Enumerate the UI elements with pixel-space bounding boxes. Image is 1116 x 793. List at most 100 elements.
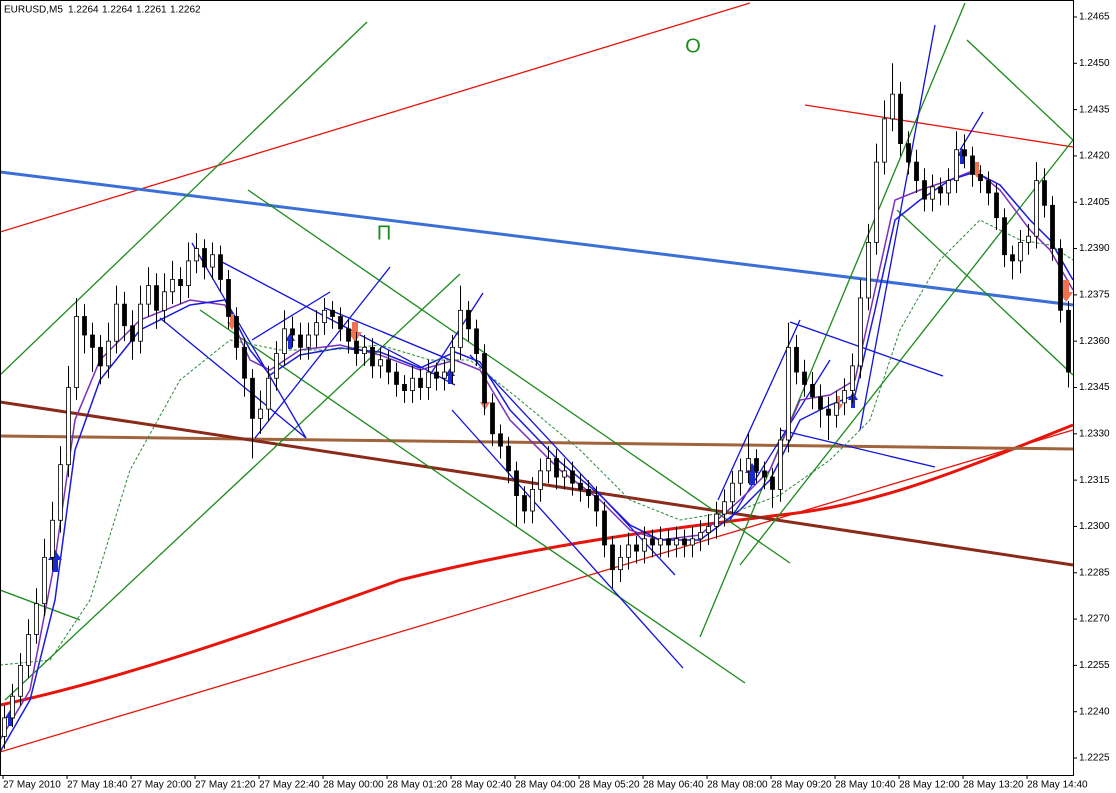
candle-body <box>954 149 959 182</box>
candle-body <box>850 365 855 391</box>
candle-body <box>370 346 375 367</box>
trend-line <box>0 2 751 233</box>
y-tick-label: 1.2405 <box>1079 197 1110 208</box>
candle-body <box>514 470 519 496</box>
trend-line <box>0 429 1074 753</box>
candle-body <box>666 538 671 546</box>
candle-body <box>474 328 479 354</box>
candle-body <box>1018 241 1023 262</box>
candle-body <box>922 180 927 200</box>
candle-body <box>146 285 151 305</box>
candle-body <box>890 93 895 120</box>
annotation: П <box>377 222 391 244</box>
x-tick-label: 28 May 13:20 <box>963 780 1024 791</box>
candle-body <box>442 371 447 379</box>
candle-body <box>738 470 743 484</box>
candle-body <box>690 538 695 546</box>
candle-body <box>818 396 823 410</box>
drawings <box>0 2 1074 753</box>
candle-body <box>282 328 287 354</box>
candle-body <box>794 346 799 373</box>
candle-body <box>346 328 351 342</box>
candle-body <box>290 328 295 336</box>
candle-body <box>98 346 103 367</box>
candle-body <box>66 387 71 466</box>
y-tick-label: 1.2300 <box>1079 521 1110 532</box>
candle-body <box>602 510 607 546</box>
candle-body <box>762 470 767 478</box>
candle-body <box>106 340 111 367</box>
candle-body <box>1066 309 1071 373</box>
x-tick-label: 28 May 04:00 <box>515 780 576 791</box>
candle-body <box>714 513 719 527</box>
y-tick-label: 1.2225 <box>1079 753 1110 764</box>
ohlc-value: 1.2262 <box>170 5 201 16</box>
candle-body <box>378 359 383 367</box>
candle-body <box>410 377 415 391</box>
candle-body <box>482 353 487 404</box>
candle-body <box>274 353 279 379</box>
candle-body <box>970 155 975 175</box>
candle-body <box>434 371 439 379</box>
y-tick-label: 1.2435 <box>1079 104 1110 115</box>
candle-body <box>682 538 687 546</box>
trend-line <box>0 170 1074 307</box>
candle-body <box>946 180 951 194</box>
candle-body <box>202 248 207 268</box>
candle-body <box>906 143 911 163</box>
x-tick-label: 28 May 06:40 <box>643 780 704 791</box>
candle-body <box>162 291 167 311</box>
candle-body <box>994 192 999 219</box>
candle-body <box>730 482 735 503</box>
candle-body <box>26 634 31 666</box>
candle-body <box>402 384 407 391</box>
candle-body <box>770 476 775 490</box>
y-tick-label: 1.2255 <box>1079 660 1110 671</box>
x-tick-label: 28 May 00:00 <box>323 780 384 791</box>
candle-body <box>754 458 759 472</box>
candle-body <box>778 439 783 490</box>
candle-body <box>130 325 135 342</box>
y-tick-label: 1.2450 <box>1079 58 1110 69</box>
candle-body <box>1050 204 1055 249</box>
candle-body <box>618 556 623 571</box>
candle-body <box>786 346 791 441</box>
candle-body <box>466 309 471 330</box>
y-tick-label: 1.2360 <box>1079 336 1110 347</box>
candle-body <box>418 377 423 388</box>
y-tick-label: 1.2345 <box>1079 382 1110 393</box>
candle-body <box>826 408 831 416</box>
x-tick-label: 28 May 05:20 <box>579 780 640 791</box>
candle-body <box>570 470 575 484</box>
trend-line <box>804 104 1074 148</box>
candle-body <box>1058 248 1063 311</box>
candle-body <box>18 664 23 697</box>
candle-body <box>834 402 839 416</box>
candle-body <box>194 248 199 262</box>
y-tick-label: 1.2315 <box>1079 475 1110 486</box>
candle-body <box>866 241 871 299</box>
candle-body <box>698 532 703 540</box>
x-tick-label: 28 May 10:40 <box>835 780 896 791</box>
x-tick-label: 28 May 02:40 <box>451 780 512 791</box>
candle-body <box>386 359 391 373</box>
x-tick-label: 28 May 14:40 <box>1027 780 1088 791</box>
candle-body <box>706 526 711 534</box>
y-tick-label: 1.2240 <box>1079 706 1110 717</box>
y-tick-label: 1.2375 <box>1079 290 1110 301</box>
candle-body <box>506 445 511 472</box>
candle-body <box>354 340 359 354</box>
candle-body <box>578 482 583 490</box>
y-tick-label: 1.2270 <box>1079 614 1110 625</box>
candle-body <box>170 279 175 293</box>
candle-body <box>322 309 327 324</box>
candle-body <box>426 371 431 388</box>
candle-body <box>258 408 263 419</box>
candle-body <box>42 556 47 605</box>
candle-body <box>82 316 87 336</box>
x-tick-label: 27 May 18:40 <box>67 780 128 791</box>
x-tick-label: 27 May 22:40 <box>259 780 320 791</box>
y-tick-label: 1.2420 <box>1079 151 1110 162</box>
